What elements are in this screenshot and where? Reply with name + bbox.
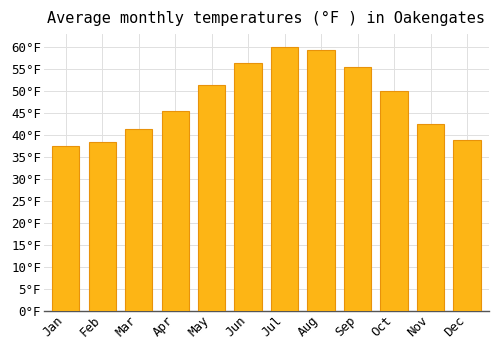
Bar bbox=[308, 50, 335, 311]
Bar bbox=[125, 129, 152, 311]
Title: Average monthly temperatures (°F ) in Oakengates: Average monthly temperatures (°F ) in Oa… bbox=[48, 11, 486, 26]
Bar bbox=[380, 91, 407, 311]
Bar bbox=[417, 124, 444, 311]
Bar bbox=[88, 142, 116, 311]
Bar bbox=[454, 140, 480, 311]
Bar bbox=[344, 67, 372, 311]
Bar bbox=[234, 63, 262, 311]
Bar bbox=[198, 85, 226, 311]
Bar bbox=[271, 47, 298, 311]
Bar bbox=[52, 146, 80, 311]
Bar bbox=[162, 111, 189, 311]
